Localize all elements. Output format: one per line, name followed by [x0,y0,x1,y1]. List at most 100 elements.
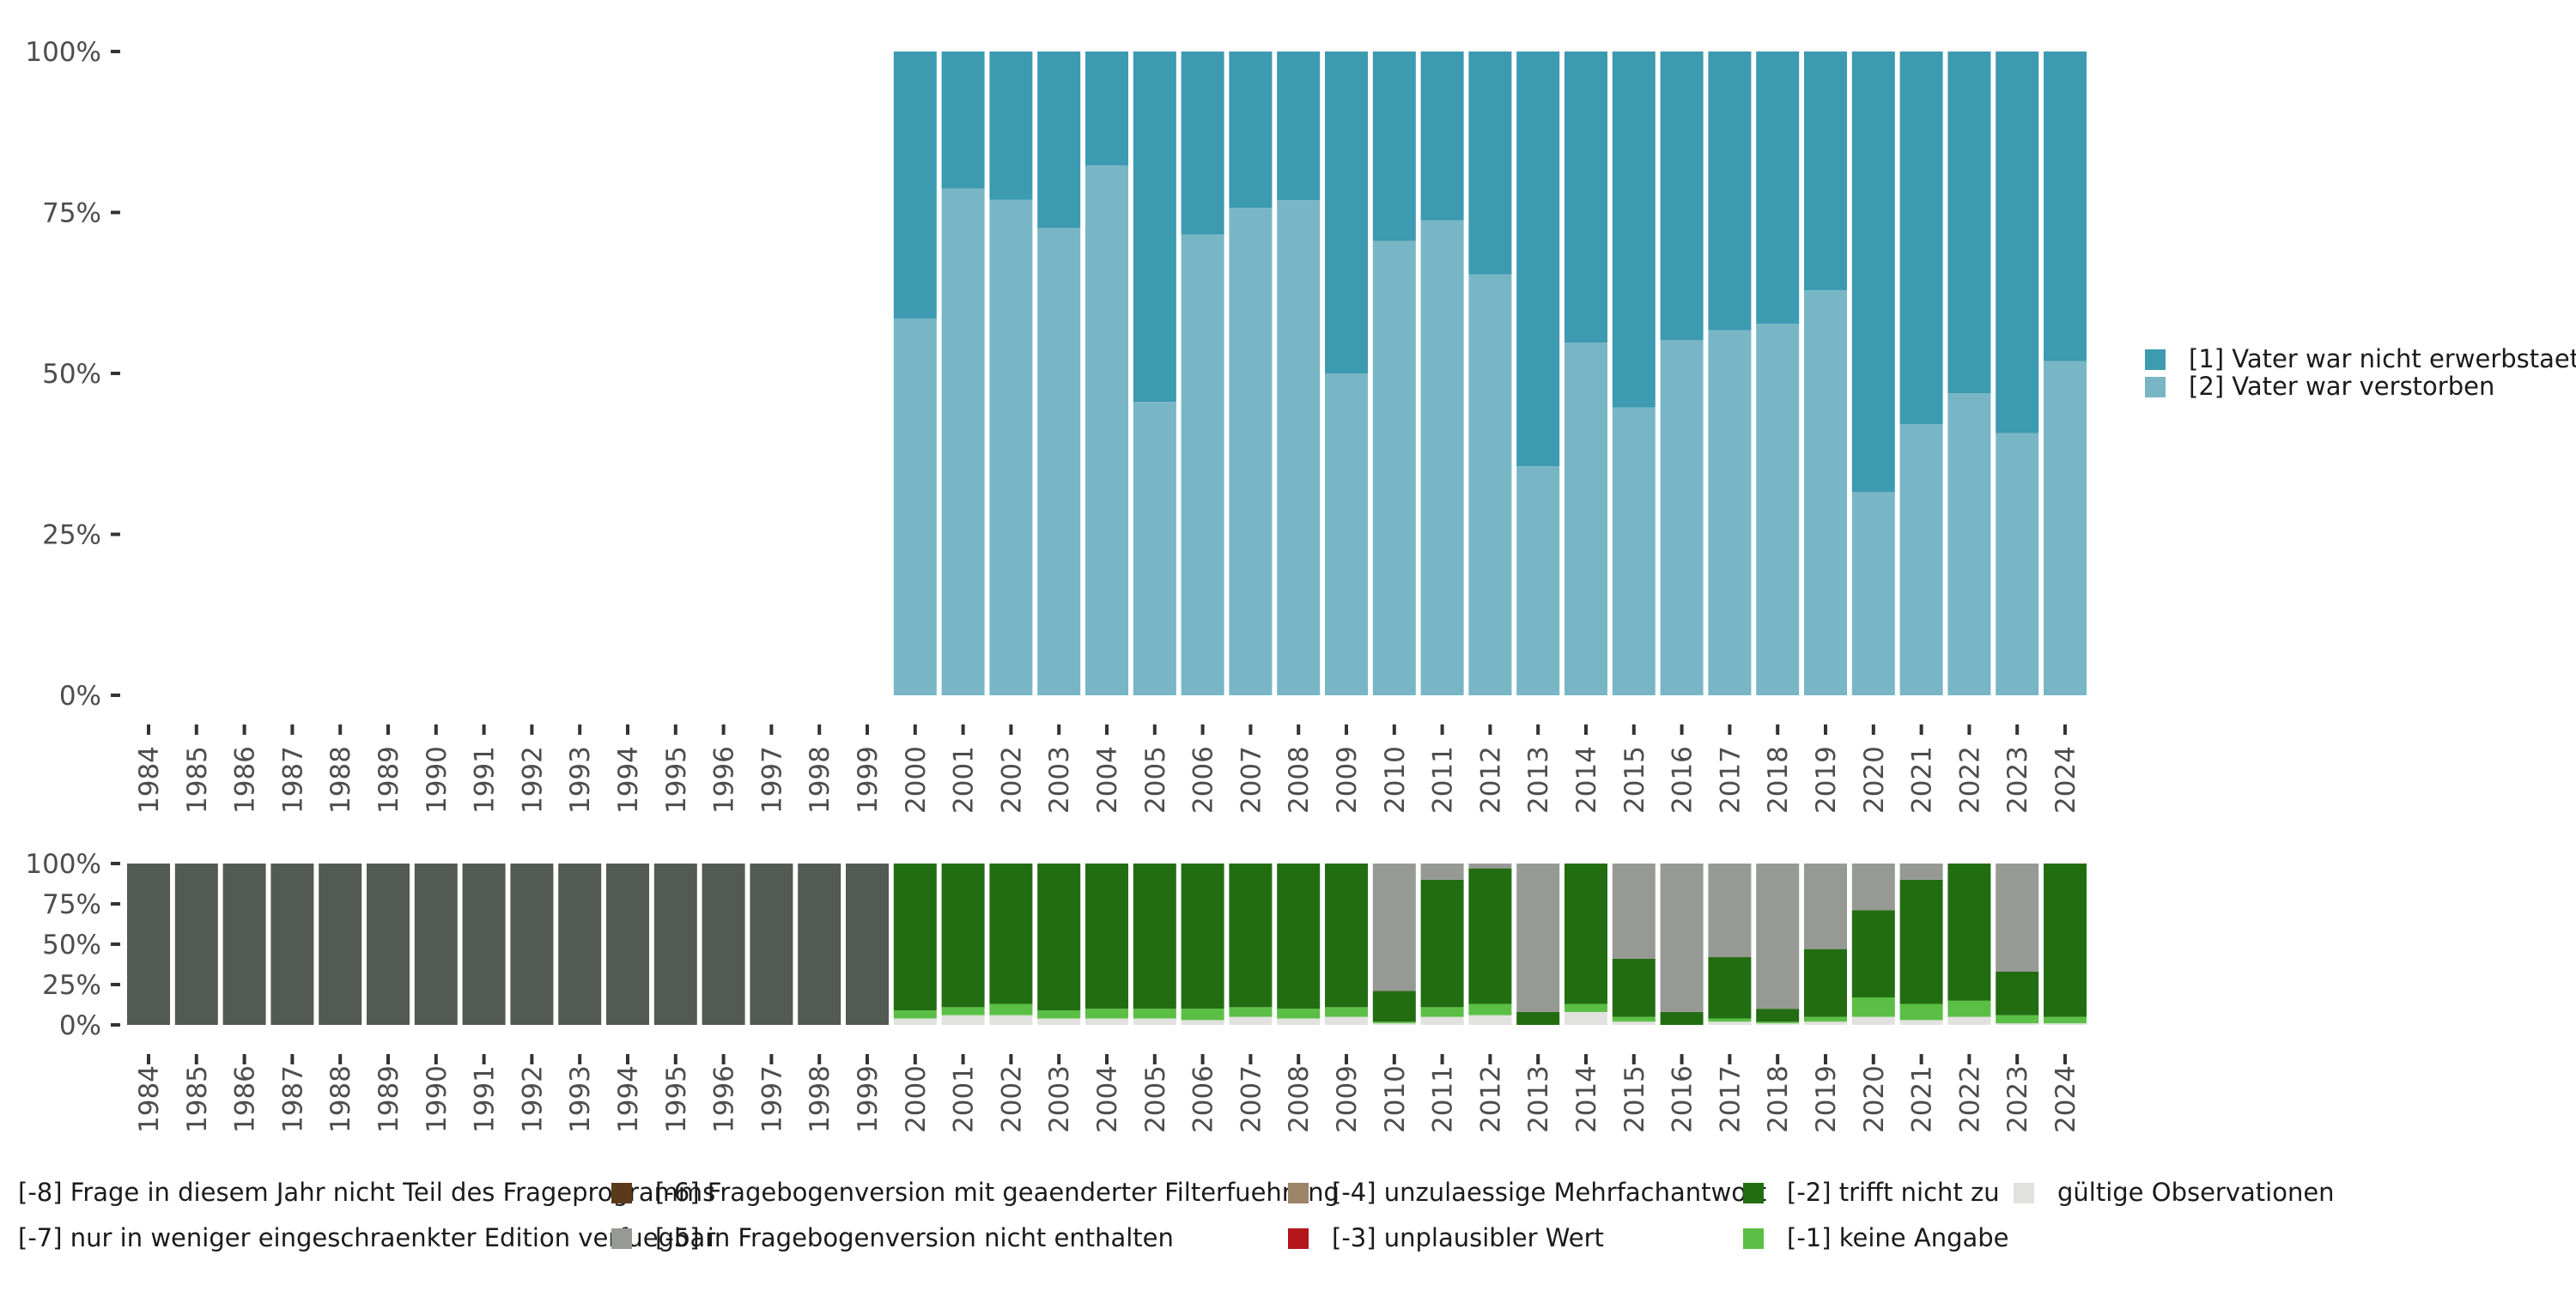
missing-chart-bar-2002-s2 [989,864,1033,1004]
missing-chart-bar-1998-s4 [798,864,841,1025]
missing-chart-x-tick-label: 2012 [1475,1065,1506,1133]
missing-chart-bar-2000-s2 [893,864,937,1011]
missing-chart-bar-2013-s2 [1516,1011,1560,1025]
legend-bottom-label-6: [-2] trifft nicht zu [1787,1178,2000,1207]
main-chart-bar-2000-s0 [893,318,937,695]
missing-chart-bar-2008-s2 [1277,864,1321,1009]
missing-chart-bar-2017-s3 [1708,864,1752,958]
missing-chart-x-tick-label: 1991 [470,1065,501,1133]
missing-chart-bar-1996-s4 [702,864,745,1025]
main-chart-bar-2003-s1 [1037,52,1081,228]
main-chart-x-tick-label: 2014 [1571,746,1602,814]
main-chart-y-tick-label: 25% [42,520,101,551]
legend-bottom-label-8: gültige Observationen [2057,1178,2335,1207]
main-chart-bar-2020-s1 [1851,52,1895,492]
missing-chart-x-tick-label: 1986 [230,1065,261,1133]
main-chart-bar-2003-s0 [1037,227,1081,695]
legend-bottom-key-4 [1288,1183,1309,1203]
missing-chart-bar-2009-s0 [1325,1016,1368,1025]
main-chart-bar-2005-s0 [1133,402,1176,695]
main-chart-bar-2019-s1 [1804,52,1847,291]
missing-chart-bar-2008-s1 [1277,1009,1321,1019]
legend-bottom-label-7: [-1] keine Angabe [1787,1223,2009,1252]
missing-chart-x-tick-label: 2007 [1236,1065,1267,1133]
main-chart-bar-2010-s0 [1372,240,1416,695]
main-chart-bar-2011-s1 [1420,52,1464,221]
main-chart-bar-2020-s0 [1851,492,1895,695]
missing-chart-bar-2016-s3 [1660,864,1704,1012]
legend-bottom-label-0: [-8] Frage in diesem Jahr nicht Teil des… [18,1178,715,1207]
missing-chart-bar-2004-s2 [1085,864,1128,1009]
legend-top-label-1: [2] Vater war verstorben [2189,372,2494,401]
missing-chart-bar-2004-s0 [1085,1018,1128,1025]
missing-chart-x-tick-label: 2002 [996,1065,1027,1133]
main-chart-bar-2019-s0 [1804,290,1847,695]
legend-bottom-key-7 [1743,1228,1764,1249]
legend-bottom-label-2: [-6] Fragebogenversion mit geaenderter F… [655,1178,1340,1207]
main-chart-bar-2002-s1 [989,52,1033,200]
missing-chart-bar-2012-s3 [1468,864,1512,869]
missing-chart-bar-2018-s3 [1756,864,1800,1009]
missing-chart-x-tick-label: 2006 [1188,1065,1219,1133]
missing-chart-x-tick-label: 1984 [134,1065,165,1133]
missing-chart-bar-2014-s1 [1564,1003,1607,1012]
main-chart-x-tick-label: 2019 [1811,746,1842,814]
missing-chart-x-tick-label: 2009 [1332,1065,1363,1133]
missing-chart-bar-2023-s1 [1996,1015,2039,1024]
missing-chart-bar-2019-s0 [1804,1021,1847,1025]
missing-chart-bar-2011-s3 [1420,864,1464,880]
missing-chart-bar-1989-s4 [367,864,410,1025]
legend-bottom-key-5 [1288,1228,1309,1249]
main-chart-x-tick-label: 2003 [1044,746,1075,814]
main-chart-bar-2014-s0 [1564,342,1607,695]
missing-chart-bar-2007-s2 [1229,864,1273,1008]
missing-chart-x-tick-label: 2020 [1859,1065,1890,1133]
main-chart-y-tick-label: 100% [25,37,101,68]
missing-chart-bar-2021-s3 [1899,864,1943,880]
legend-bottom-label-1: [-7] nur in weniger eingeschraenkter Edi… [18,1223,715,1252]
main-chart-bar-2008-s1 [1277,52,1321,201]
missing-chart-bar-1988-s4 [319,864,362,1025]
main-chart-x-tick-label: 1992 [517,746,548,814]
missing-chart-x-tick-label: 2019 [1811,1065,1842,1133]
missing-chart-bar-1991-s4 [462,864,506,1025]
missing-chart-bar-2020-s0 [1851,1016,1895,1025]
missing-chart-bar-2022-s1 [1947,1000,1991,1017]
missing-chart-bar-2017-s2 [1708,957,1752,1019]
missing-chart-x-tick-label: 2003 [1044,1065,1075,1133]
missing-chart-bar-2015-s2 [1612,958,1656,1017]
missing-chart-bar-2006-s0 [1181,1020,1224,1025]
main-chart-x-tick-label: 1984 [134,746,165,814]
main-chart-bar-2009-s1 [1325,52,1368,373]
missing-chart-y-tick-label: 25% [42,970,101,1001]
main-chart-x-tick-label: 2002 [996,746,1027,814]
legend-top-key-0 [2145,349,2166,370]
legend-bottom-key-2 [611,1183,632,1203]
main-chart-x-tick-label: 1998 [805,746,835,814]
missing-chart-x-tick-label: 1999 [853,1065,884,1133]
main-chart-x-tick-label: 2006 [1188,746,1219,814]
missing-chart-bar-2012-s1 [1468,1003,1512,1015]
missing-chart-bar-2013-s3 [1516,864,1560,1012]
missing-chart-y-tick-label: 75% [42,889,101,920]
main-chart-bar-2016-s0 [1660,340,1704,695]
main-chart-x-tick-label: 2010 [1380,746,1411,814]
missing-chart-bar-2024-s1 [2044,1016,2087,1024]
missing-chart-x-tick-label: 1989 [374,1065,404,1133]
missing-chart-bar-2021-s2 [1899,879,1943,1004]
main-chart-x-tick-label: 2024 [2050,746,2081,814]
missing-chart-bar-2017-s1 [1708,1018,1752,1022]
missing-chart-bar-2023-s2 [1996,971,2039,1015]
missing-chart-bar-2005-s2 [1133,864,1176,1009]
main-chart-x-tick-label: 2007 [1236,746,1267,814]
missing-chart-bar-1994-s4 [606,864,649,1025]
main-chart-y-tick-label: 0% [59,681,101,712]
missing-chart-bar-1995-s4 [653,864,697,1025]
main-chart-x-tick-label: 1987 [277,746,308,814]
missing-chart-x-tick-label: 1995 [661,1065,692,1133]
missing-chart-bar-2020-s2 [1851,910,1895,998]
missing-chart-bar-1999-s4 [846,864,889,1025]
missing-chart-x-tick-label: 2018 [1763,1065,1794,1133]
missing-chart-x-tick-label: 1992 [517,1065,548,1133]
